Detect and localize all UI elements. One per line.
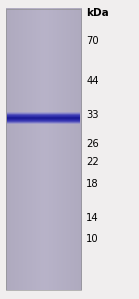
Text: 14: 14 — [86, 213, 99, 223]
Text: 70: 70 — [86, 36, 99, 46]
Text: kDa: kDa — [86, 8, 109, 19]
Text: 22: 22 — [86, 157, 99, 167]
Text: 10: 10 — [86, 234, 99, 244]
Bar — [6, 9, 81, 290]
Text: 26: 26 — [86, 138, 99, 149]
Text: 18: 18 — [86, 179, 99, 189]
Text: 44: 44 — [86, 76, 99, 86]
Text: 33: 33 — [86, 110, 99, 120]
